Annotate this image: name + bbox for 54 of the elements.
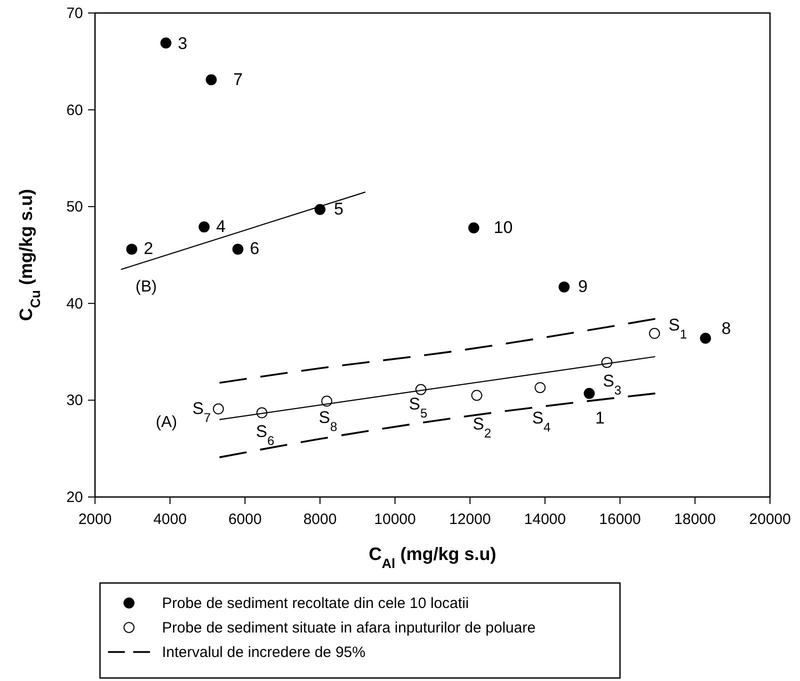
x-tick-label: 4000 [153, 511, 187, 528]
annotation: S$_{5}$ [408, 394, 428, 420]
point [212, 403, 224, 414]
annotation: 9 [578, 276, 588, 296]
annotation: S$_{6}$ [256, 422, 274, 448]
x-tick-label: 2000 [78, 511, 112, 528]
annotation: 1 [595, 408, 605, 428]
annotation: S$_{7}$ [192, 398, 211, 424]
annotation: S$_{1}$ [668, 315, 687, 341]
y-tick-label: 50 [66, 198, 83, 216]
point [558, 281, 570, 292]
annotation: 8 [722, 319, 731, 338]
annotation: 6 [250, 239, 260, 258]
point [700, 332, 711, 344]
x-tick-label: 10000 [374, 511, 416, 528]
y-tick-label: 60 [66, 102, 83, 119]
legend-label: Probe de sediment recoltate din cele 10 locatii [162, 595, 469, 612]
annotation: 10 [494, 218, 513, 237]
annotation: (B) [136, 278, 157, 296]
x-tick-label: 12000 [449, 511, 491, 528]
y-tick-label: 40 [66, 295, 83, 312]
annotation: 7 [233, 70, 243, 89]
annotation: 3 [178, 34, 188, 54]
point [534, 382, 546, 394]
point [160, 38, 172, 49]
point [468, 222, 480, 234]
point [198, 221, 210, 232]
annotation: (A) [156, 414, 178, 431]
y-tick-label: 20 [66, 489, 83, 506]
annotation: S$_{3}$ [602, 371, 622, 397]
legend-label: Intervalul de incredere de 95% [162, 644, 366, 661]
x-tick-label: 8000 [303, 511, 337, 528]
y-tick-label: 70 [66, 5, 83, 22]
point [584, 388, 595, 399]
x-tick-label: 20000 [749, 511, 791, 528]
x-axis-title: C$_{Al}$ (mg/kg s.u) [368, 544, 496, 570]
x-tick-label: 18000 [674, 511, 716, 528]
x-tick-label: 6000 [228, 511, 262, 528]
point [314, 204, 326, 216]
annotation: S$_{2}$ [472, 414, 492, 440]
point [126, 244, 138, 255]
point [471, 390, 482, 401]
annotation: S$_{4}$ [532, 408, 551, 434]
point [232, 244, 244, 255]
point [649, 328, 660, 339]
point [206, 74, 217, 86]
annotation: 5 [334, 200, 344, 219]
legend-label: Probe de sediment situate in afara inputurilor de poluare [162, 620, 536, 636]
x-tick-label: 14000 [524, 511, 566, 528]
annotation: S$_{8}$ [318, 408, 338, 434]
x-tick-label: 16000 [599, 511, 641, 528]
annotation: 2 [144, 239, 154, 258]
annotation: 4 [216, 216, 226, 236]
y-tick-label: 30 [66, 392, 83, 410]
